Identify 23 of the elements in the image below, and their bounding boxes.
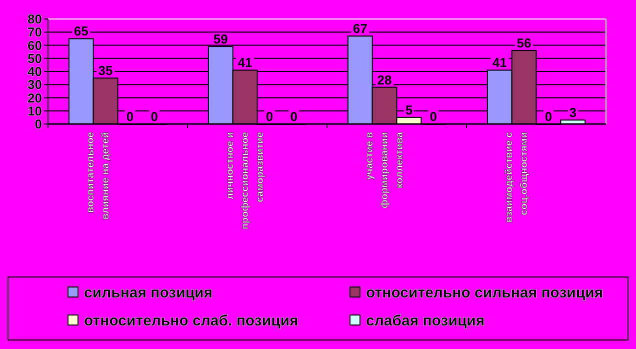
y-tick-label: 50 [28, 50, 42, 66]
x-tick-label: участие в формировании коллектива [364, 132, 406, 208]
y-tick-label: 40 [28, 64, 42, 80]
y-tick-label: 70 [28, 24, 42, 40]
y-tick-label: 0 [34, 116, 42, 132]
x-tick-label: личностное и профессиональное саморазвитие [224, 132, 266, 230]
legend-label: относительно слаб. позиция [84, 312, 298, 330]
y-tick-label: 10 [28, 103, 42, 118]
data-label: 0 [290, 109, 298, 124]
y-tick-label: 30 [28, 77, 42, 92]
data-label: 0 [430, 109, 437, 124]
data-label: 0 [126, 109, 134, 124]
data-label: 0 [150, 109, 158, 124]
data-label: 0 [544, 109, 552, 124]
legend-label: слабая позиция [366, 312, 485, 330]
legend-label: сильная позиция [84, 284, 213, 302]
x-tick-label: воспитательное влияние на детей [85, 132, 112, 220]
x-tick-label: взаимодействие с соц.общностями [504, 132, 530, 223]
data-label: 0 [266, 109, 274, 124]
y-tick-label: 80 [28, 12, 42, 27]
y-tick-label: 20 [28, 90, 42, 106]
y-tick-label: 60 [28, 38, 42, 53]
legend-label: относительно сильная позиция [366, 284, 604, 302]
